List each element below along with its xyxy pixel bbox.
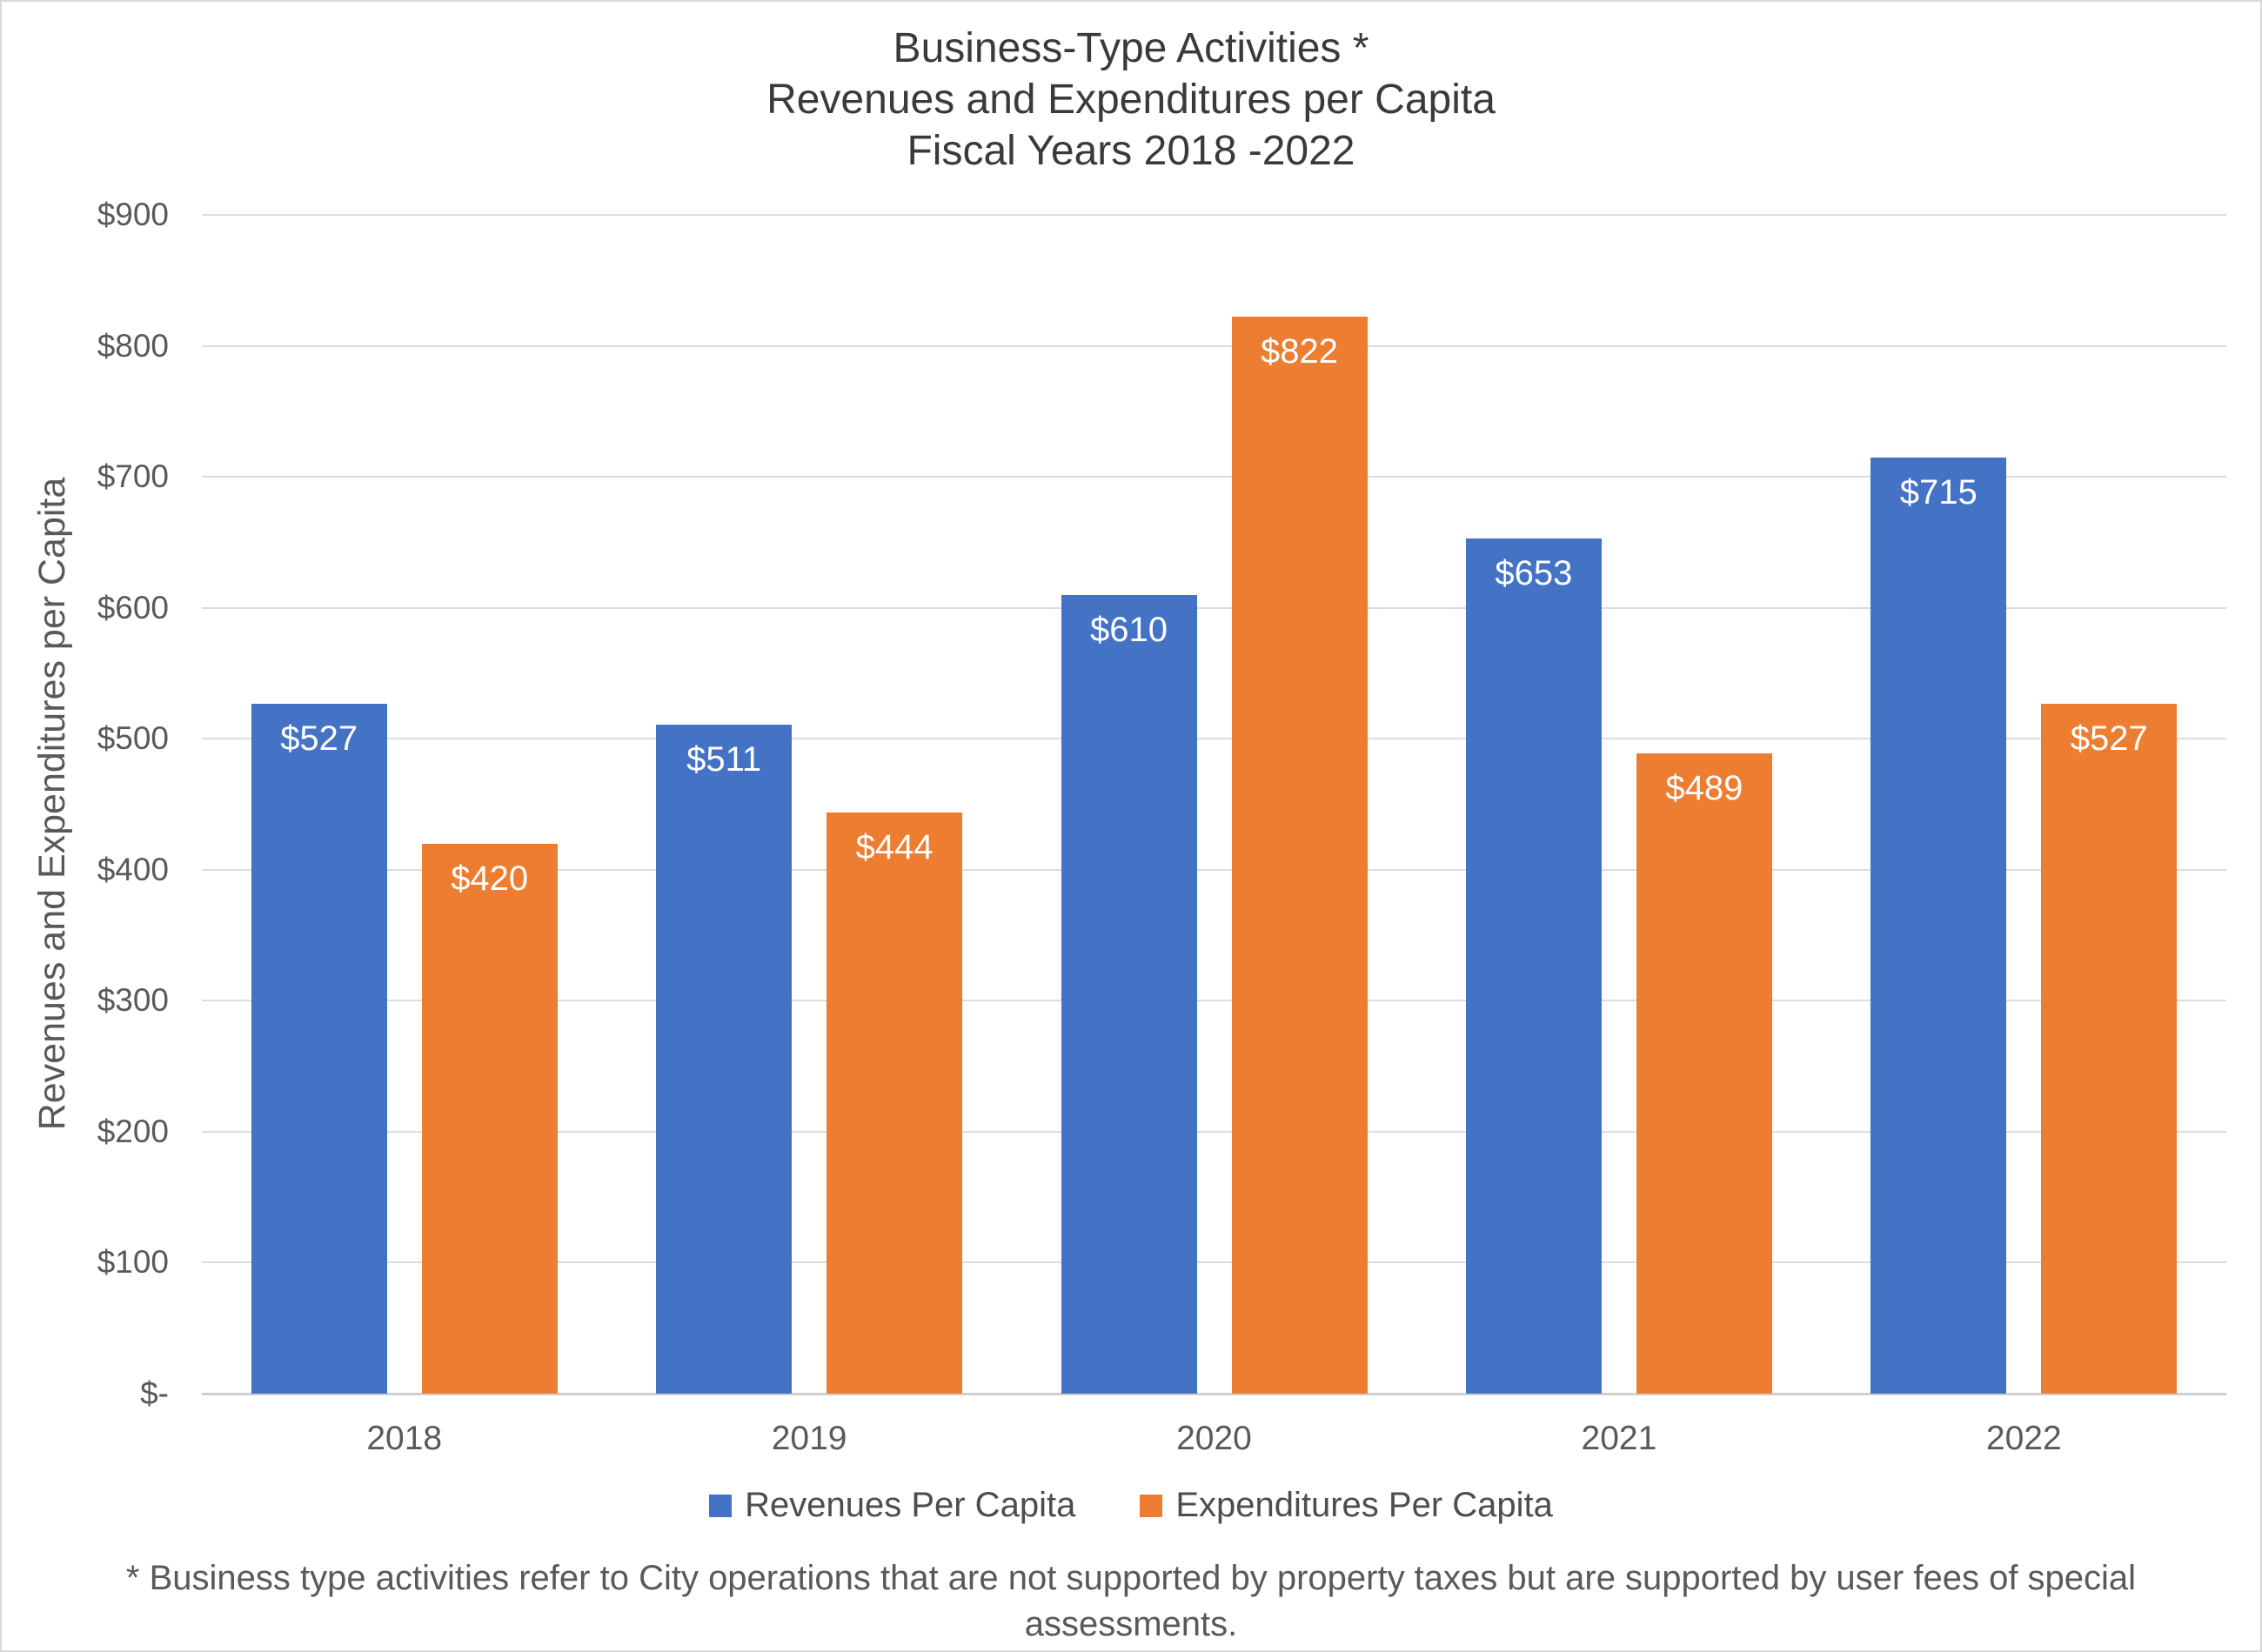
- x-tick-label-2019: 2019: [771, 1420, 847, 1457]
- bar-expenditures-2022: $527: [2041, 703, 2178, 1394]
- gridline-700: [202, 476, 2226, 478]
- y-tick-label-700: $700: [97, 458, 169, 495]
- gridline-800: [202, 344, 2226, 347]
- bar-revenues-2018: $527: [251, 703, 387, 1394]
- y-tick-label-100: $100: [97, 1244, 169, 1281]
- bar-value-label-revenues-2022: $715: [1899, 472, 1978, 512]
- bar-value-label-expenditures-2020: $822: [1261, 332, 1338, 371]
- gridline-400: [202, 868, 2226, 871]
- bar-expenditures-2018: $420: [421, 843, 558, 1394]
- gridline-600: [202, 606, 2226, 609]
- bar-revenues-2022: $715: [1870, 457, 2007, 1394]
- x-tick-label-2022: 2022: [1985, 1420, 2062, 1457]
- legend-swatch-revenues-icon: [709, 1494, 733, 1517]
- y-tick-label-0: $-: [140, 1375, 169, 1411]
- bar-value-label-expenditures-2022: $527: [2070, 719, 2148, 758]
- x-tick-label-2018: 2018: [366, 1420, 443, 1457]
- bar-value-label-expenditures-2019: $444: [855, 827, 934, 866]
- y-axis-title: Revenues and Expenditures per Capita: [31, 477, 73, 1131]
- y-tick-label-200: $200: [97, 1113, 169, 1149]
- bar-value-label-expenditures-2021: $489: [1665, 768, 1743, 807]
- gridline-300: [202, 1000, 2226, 1002]
- bar-value-label-revenues-2018: $527: [280, 719, 358, 758]
- chart-title: Business-Type Activities * Revenues and …: [766, 25, 1496, 174]
- legend-label-revenues: Revenues Per Capita: [745, 1486, 1076, 1524]
- bar-expenditures-2021: $489: [1636, 752, 1772, 1394]
- bar-revenues-2021: $653: [1465, 538, 1602, 1394]
- bar-value-label-revenues-2021: $653: [1495, 553, 1573, 592]
- x-tick-label-2021: 2021: [1581, 1420, 1657, 1457]
- x-axis-line: [202, 1393, 2226, 1395]
- bar-value-label-revenues-2019: $511: [686, 739, 762, 779]
- x-tick-label-2020: 2020: [1176, 1420, 1252, 1457]
- legend: Revenues Per Capita Expenditures Per Cap…: [2, 1486, 2260, 1525]
- y-tick-label-900: $900: [97, 197, 169, 232]
- gridline-900: [202, 214, 2226, 216]
- bar-expenditures-2020: $822: [1231, 317, 1368, 1394]
- bar-revenues-2020: $610: [1061, 594, 1197, 1394]
- legend-item-expenditures: Expenditures Per Capita: [1140, 1486, 1553, 1525]
- gridline-100: [202, 1261, 2226, 1264]
- y-tick-label-400: $400: [97, 851, 169, 887]
- gridline-200: [202, 1130, 2226, 1133]
- gridline-500: [202, 738, 2226, 740]
- bar-expenditures-2019: $444: [826, 812, 963, 1394]
- legend-label-expenditures: Expenditures Per Capita: [1175, 1486, 1553, 1524]
- chart-footnote: * Business type activities refer to City…: [125, 1559, 2137, 1643]
- legend-item-revenues: Revenues Per Capita: [709, 1486, 1075, 1525]
- y-tick-label-500: $500: [97, 720, 169, 757]
- bar-revenues-2019: $511: [656, 724, 793, 1394]
- bar-value-label-revenues-2020: $610: [1090, 610, 1168, 649]
- bar-value-label-expenditures-2018: $420: [451, 859, 529, 898]
- legend-swatch-expenditures-icon: [1140, 1494, 1163, 1517]
- y-tick-label-800: $800: [97, 327, 169, 364]
- y-tick-label-300: $300: [97, 982, 169, 1019]
- y-tick-label-600: $600: [97, 589, 169, 625]
